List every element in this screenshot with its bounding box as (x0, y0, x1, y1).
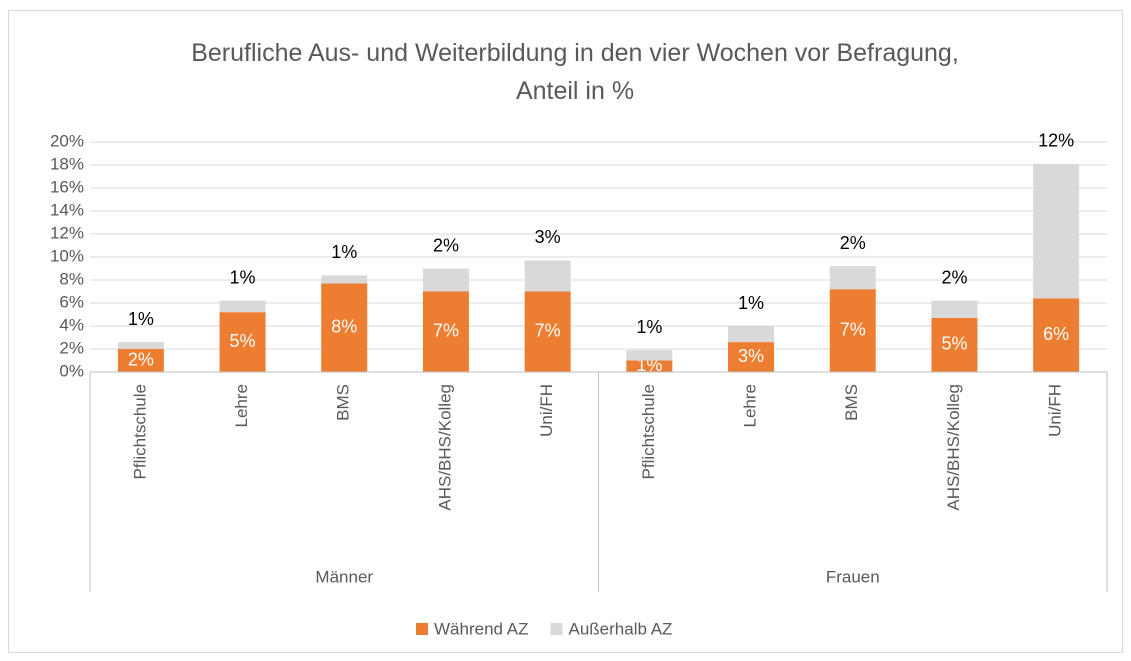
y-tick-label: 12% (50, 223, 84, 242)
x-tick-label: Lehre (741, 384, 760, 427)
bar-segment (931, 300, 978, 318)
y-tick-label: 4% (59, 315, 84, 334)
x-tick-label: BMS (842, 384, 861, 421)
y-tick-label: 6% (59, 292, 84, 311)
data-label: 1% (230, 267, 256, 287)
data-label: 7% (535, 321, 561, 341)
bar-segment (626, 350, 673, 361)
data-label: 7% (433, 321, 459, 341)
bar-segment (219, 300, 266, 313)
y-tick-label: 18% (50, 154, 84, 173)
bar-segment (931, 317, 978, 372)
data-label: 3% (738, 346, 764, 366)
data-label: 3% (535, 227, 561, 247)
data-label: 12% (1038, 131, 1074, 151)
data-label: 5% (230, 331, 256, 351)
chart-title: Berufliche Aus- und Weiterbildung in den… (191, 39, 959, 105)
x-tick-label: Pflichtschule (130, 384, 149, 479)
data-label: 1% (331, 242, 357, 262)
legend-swatch (550, 623, 563, 635)
bar-segment (117, 342, 164, 349)
data-label: 2% (941, 267, 967, 287)
data-label: 2% (128, 349, 154, 369)
y-tick-label: 8% (59, 269, 84, 288)
data-label: 7% (840, 319, 866, 339)
group-label: Männer (315, 567, 373, 586)
bar-segment (829, 289, 876, 372)
x-tick-label: Uni/FH (1046, 384, 1065, 437)
data-label: 2% (840, 233, 866, 253)
y-tick-label: 14% (50, 200, 84, 219)
x-tick-label: BMS (334, 384, 353, 421)
x-tick-label: AHS/BHS/Kolleg (435, 384, 454, 511)
bar-segment (321, 283, 368, 372)
legend-swatch (416, 623, 428, 635)
bar-segment (117, 349, 164, 372)
bar-segment (728, 326, 775, 343)
data-label: 2% (433, 235, 459, 255)
bar-segment (1033, 163, 1080, 299)
x-tick-label: Pflichtschule (639, 384, 658, 479)
bar-segment (1033, 298, 1080, 372)
data-label: 1% (738, 293, 764, 313)
bar-segment (524, 260, 571, 292)
y-tick-label: 16% (50, 177, 84, 196)
data-label: 8% (331, 316, 357, 336)
bar-segment (524, 291, 571, 372)
legend-label: Während AZ (434, 619, 529, 638)
bar-segment (626, 360, 673, 372)
bar-segment (219, 312, 266, 372)
x-tick-label: Lehre (232, 384, 251, 427)
chart-frame (8, 10, 1123, 653)
bar-segment (321, 275, 368, 284)
bar-segment (728, 342, 775, 372)
data-label: 5% (941, 334, 967, 354)
data-label: 1% (636, 317, 662, 337)
data-label: 6% (1043, 324, 1069, 344)
bar-segment (422, 268, 469, 292)
bar-segment (829, 266, 876, 290)
y-tick-label: 2% (59, 338, 84, 357)
x-tick-label: Uni/FH (537, 384, 556, 437)
group-label: Frauen (826, 567, 880, 586)
bar-segment (422, 291, 469, 372)
y-tick-label: 10% (50, 246, 84, 265)
y-tick-label: 0% (59, 361, 84, 380)
y-tick-label: 20% (50, 131, 84, 150)
x-tick-label: AHS/BHS/Kolleg (944, 384, 963, 511)
legend-label: Außerhalb AZ (569, 619, 673, 638)
data-label: 1% (128, 309, 154, 329)
